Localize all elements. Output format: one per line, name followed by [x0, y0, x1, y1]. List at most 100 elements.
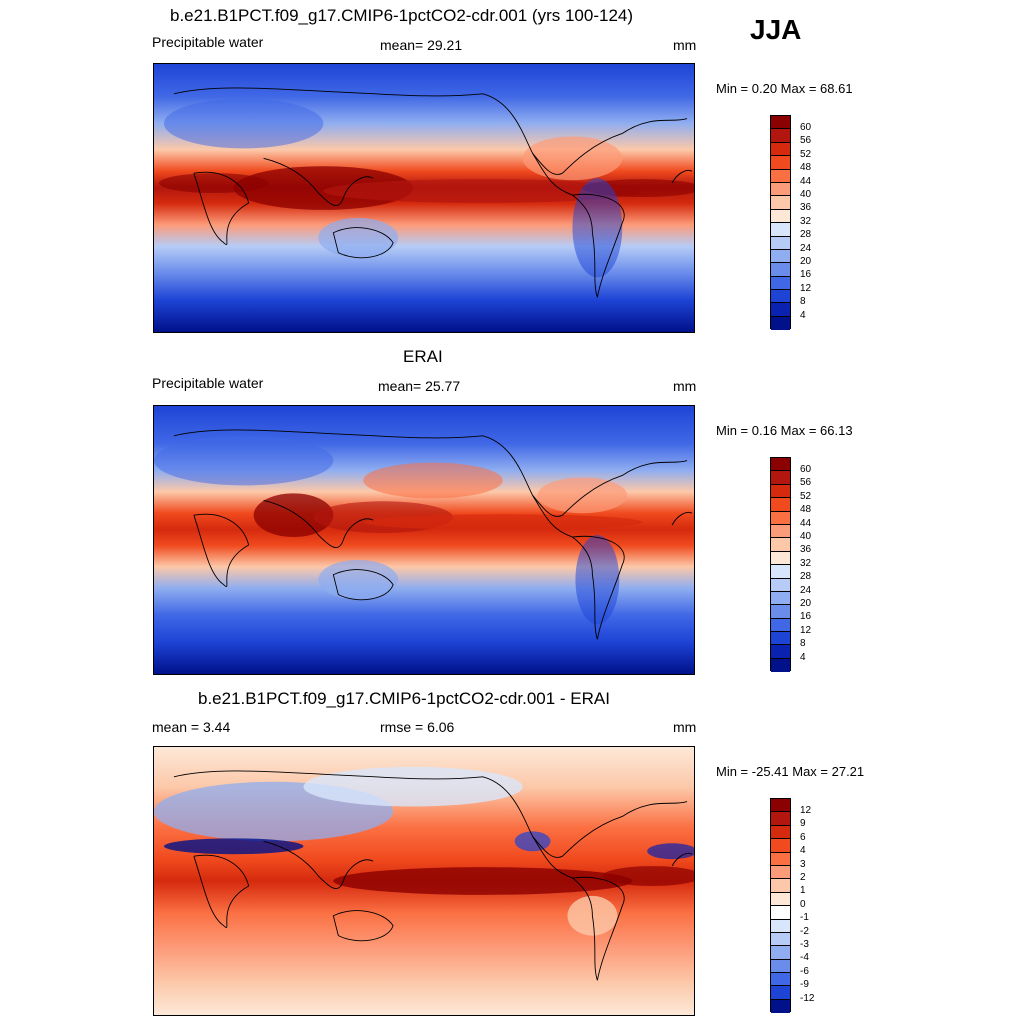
panel1-colorbar-swatch [771, 236, 790, 250]
colorbar-tick-label: 56 [800, 477, 812, 488]
colorbar-tick-label: -6 [800, 966, 809, 977]
panel1-mean-label: mean= 29.21 [380, 37, 463, 53]
panel3-difference-map [153, 746, 695, 1016]
panel2-colorbar-swatch [771, 658, 790, 673]
panel1-colorbar-swatch [771, 263, 790, 277]
panel1-map-field [154, 64, 694, 332]
colorbar-tick-label: 12 [800, 283, 812, 294]
panel3-colorbar-swatch [771, 825, 790, 840]
panel1-colorbar-swatch [771, 142, 790, 157]
panel1-minmax-label: Min = 0.20 Max = 68.61 [716, 81, 853, 96]
colorbar-tick-label: 52 [800, 491, 812, 502]
panel1-colorbar-swatch [771, 276, 790, 291]
colorbar-tick-label: 6 [800, 832, 806, 843]
panel3-colorbar-swatch [771, 892, 790, 907]
panel3-colorbar-swatch [771, 812, 790, 826]
colorbar-tick-label: 60 [800, 122, 812, 133]
panel2-colorbar-swatch [771, 538, 790, 552]
panel3-colorbar-swatch [771, 919, 790, 933]
panel2-colorbar-swatch [771, 484, 790, 499]
panel3-colorbar-swatch [771, 799, 790, 813]
colorbar-tick-label: -9 [800, 979, 809, 990]
panel2-variable-label: Precipitable water [152, 375, 264, 391]
colorbar-tick-label: 24 [800, 243, 812, 254]
colorbar-tick-label: 12 [800, 625, 812, 636]
colorbar-tick-label: 8 [800, 638, 806, 649]
panel1-colorbar-swatch [771, 223, 790, 237]
panel2-colorbar-swatch [771, 605, 790, 619]
panel3-rmse-label: rmse = 6.06 [380, 719, 455, 735]
colorbar-tick-label: -12 [800, 993, 815, 1004]
colorbar-tick-label: 4 [800, 652, 806, 663]
colorbar-tick-label: -3 [800, 939, 809, 950]
colorbar-tick-label: -4 [800, 952, 809, 963]
colorbar-tick-label: 12 [800, 805, 812, 816]
panel2-colorbar-swatch [771, 632, 790, 646]
panel2-colorbar-swatch [771, 511, 790, 525]
panel1-colorbar-swatch [771, 116, 790, 130]
colorbar-tick-label: -1 [800, 912, 809, 923]
panel3-colorbar-swatch [771, 865, 790, 880]
panel2-colorbar-swatch [771, 498, 790, 512]
panel3-colorbar-swatch [771, 946, 790, 960]
colorbar-tick-label: -2 [800, 926, 809, 937]
panel3-colorbar [770, 798, 791, 1014]
colorbar-tick-label: 48 [800, 162, 812, 173]
colorbar-tick-label: 40 [800, 189, 812, 200]
panel3-colorbar-swatch [771, 986, 790, 1000]
panel1-colorbar-swatch [771, 290, 790, 304]
panel2-colorbar [770, 457, 791, 673]
colorbar-tick-label: 28 [800, 571, 812, 582]
panel1-colorbar-swatch [771, 182, 790, 197]
colorbar-tick-label: 8 [800, 296, 806, 307]
colorbar-tick-label: 40 [800, 531, 812, 542]
colorbar-tick-label: 16 [800, 269, 812, 280]
panel1-colorbar [770, 115, 791, 331]
colorbar-tick-label: 0 [800, 899, 806, 910]
colorbar-tick-label: 28 [800, 229, 812, 240]
panel1-units-label: mm [673, 37, 697, 53]
panel1-colorbar-swatch [771, 156, 790, 170]
panel1-colorbar-swatch [771, 303, 790, 317]
panel2-colorbar-swatch [771, 551, 790, 566]
colorbar-tick-label: 3 [800, 859, 806, 870]
panel1-model-map [153, 63, 695, 333]
colorbar-tick-label: 44 [800, 176, 812, 187]
colorbar-tick-label: 1 [800, 885, 806, 896]
colorbar-tick-label: 56 [800, 135, 812, 146]
panel3-map-field [154, 747, 694, 1015]
panel1-title: b.e21.B1PCT.f09_g17.CMIP6-1pctCO2-cdr.00… [170, 6, 634, 25]
colorbar-tick-label: 16 [800, 611, 812, 622]
panel2-erai-map [153, 405, 695, 675]
panel1-colorbar-swatch [771, 169, 790, 183]
colorbar-tick-label: 20 [800, 256, 812, 267]
panel3-units-label: mm [673, 719, 697, 735]
panel2-colorbar-swatch [771, 591, 790, 606]
colorbar-tick-label: 9 [800, 818, 806, 829]
colorbar-tick-label: 20 [800, 598, 812, 609]
panel2-map-field [154, 406, 694, 674]
colorbar-tick-label: 4 [800, 845, 806, 856]
colorbar-tick-label: 24 [800, 585, 812, 596]
panel3-colorbar-swatch [771, 932, 790, 947]
season-label: JJA [750, 14, 802, 45]
panel3-mean-label: mean = 3.44 [152, 719, 231, 735]
colorbar-tick-label: 4 [800, 310, 806, 321]
panel2-colorbar-swatch [771, 618, 790, 633]
panel1-colorbar-swatch [771, 316, 790, 331]
panel2-colorbar-swatch [771, 578, 790, 592]
panel3-minmax-label: Min = -25.41 Max = 27.21 [716, 764, 865, 779]
panel1-colorbar-swatch [771, 196, 790, 210]
panel2-colorbar-swatch [771, 565, 790, 579]
panel1-variable-label: Precipitable water [152, 34, 264, 50]
colorbar-tick-label: 52 [800, 149, 812, 160]
panel3-colorbar-swatch [771, 973, 790, 987]
panel1-colorbar-swatch [771, 129, 790, 143]
colorbar-tick-label: 60 [800, 464, 812, 475]
panel2-colorbar-swatch [771, 645, 790, 659]
panel3-colorbar-swatch [771, 959, 790, 974]
panel3-colorbar-swatch [771, 999, 790, 1014]
panel2-title: ERAI [403, 347, 443, 366]
panel2-minmax-label: Min = 0.16 Max = 66.13 [716, 423, 853, 438]
colorbar-tick-label: 48 [800, 504, 812, 515]
